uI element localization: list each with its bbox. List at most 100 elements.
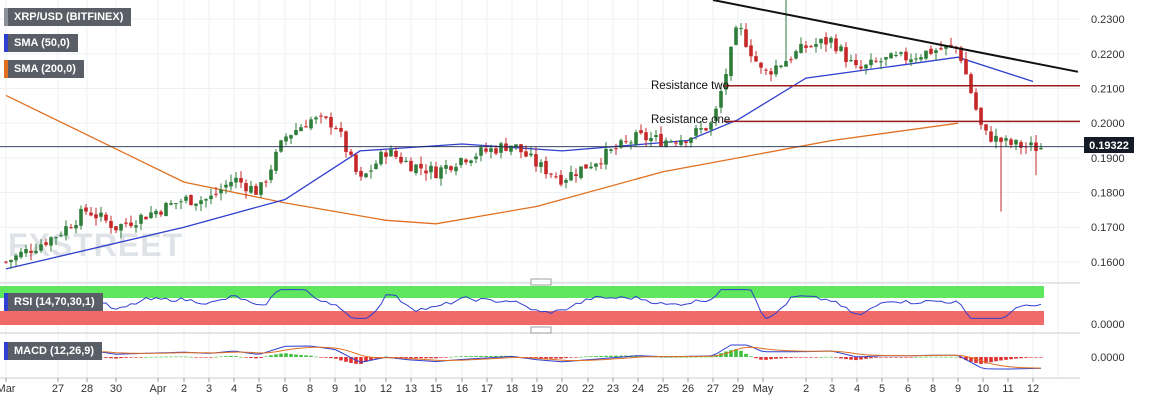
macd-histogram-bar [204,357,208,358]
sma200-line [5,94,959,225]
macd-histogram-bar [574,357,578,358]
legend-rsi[interactable]: RSI (14,70,30,1) [4,293,103,311]
candle-body [899,52,903,54]
candle-body [274,151,278,171]
macd-histogram-bar [729,350,733,357]
candlestick [584,164,588,169]
candle-body [1009,139,1013,145]
candle-body [339,127,343,132]
date-tick-label: 13 [405,383,417,395]
candle-body [994,135,998,142]
macd-histogram-bar [904,357,908,358]
candle-body [394,150,398,157]
macd-histogram-bar [229,355,233,357]
macd-histogram-bar [309,355,313,357]
candle-body [59,235,63,237]
candlestick [544,156,548,179]
candle-body [129,222,133,227]
candlestick [9,259,13,269]
candlestick [94,207,98,226]
candle-body [849,60,853,62]
macd-histogram-bar [324,357,328,358]
candlestick [759,61,763,74]
candlestick [929,45,933,56]
date-tick-label: 26 [682,383,694,395]
date-tick-label: 22 [582,383,594,395]
candle-body [499,143,503,153]
macd-histogram-bar [449,356,453,358]
macd-histogram-bar [489,355,493,357]
legend-sma200[interactable]: SMA (200,0) [4,60,84,78]
candle-body [524,151,528,157]
macd-histogram-bar [414,357,418,359]
rsi-resize-handle[interactable] [530,278,552,286]
date-tick-label: 24 [632,383,644,395]
candle-body [269,169,273,181]
candlestick [374,160,378,170]
macd-histogram-bar [929,356,933,358]
candlestick [294,123,298,136]
price-tick-label: 0.2100 [1091,83,1125,95]
candle-body [669,141,673,143]
candle-body [359,170,363,177]
macd-histogram-bar [854,357,858,361]
candlestick [799,37,803,54]
candle-body [439,167,443,179]
candlestick [574,168,578,183]
candle-body [864,64,868,69]
date-tick-label: 12 [1027,383,1039,395]
rsi-axis-label: 0.0000 [1091,319,1125,331]
candle-body [509,145,513,152]
candle-body [594,163,598,167]
macd-histogram-bar [544,357,548,359]
macd-histogram-bar [844,357,848,360]
macd-histogram-bar [349,357,353,363]
macd-histogram-bar [879,357,883,358]
candle-body [799,43,803,53]
candle-body [379,151,383,165]
legend-macd[interactable]: MACD (12,26,9) [4,342,103,360]
legend-sma50[interactable]: SMA (50,0) [4,34,78,52]
macd-histogram-bar [704,356,708,358]
legend-main[interactable]: XRP/USD (BITFINEX) [4,8,132,26]
macd-histogram-bar [199,357,203,358]
candle-body [814,44,818,47]
candle-body [824,37,828,45]
macd-histogram-bar [129,357,133,358]
macd-histogram-bar [214,356,218,358]
candlestick [124,218,128,228]
macd-histogram-bar [819,356,823,358]
candle-body [259,182,263,195]
candlestick [674,140,678,148]
candle-body [1004,138,1008,141]
candle-body [794,51,798,59]
macd-histogram-bar [804,357,808,358]
candle-body [224,184,228,188]
macd-histogram-bar [964,357,968,361]
macd-histogram-bar [814,357,818,358]
macd-histogram-bar [859,357,863,360]
date-tick-label: Mar [0,383,16,395]
candle-body [679,140,683,145]
macd-histogram-bar [124,357,128,358]
candle-body [549,173,553,175]
macd-histogram-bar [699,356,703,358]
macd-histogram-bar [274,354,278,357]
macd-histogram-bar [984,357,988,364]
macd-histogram-bar [579,356,583,358]
macd-histogram-bar [724,351,728,357]
candlestick [394,147,398,160]
candle-body [254,185,258,195]
candlestick [699,121,703,134]
macd-histogram-bar [434,357,438,359]
macd-resize-handle[interactable] [530,326,552,334]
macd-histogram-bar [994,357,998,362]
candlestick [784,0,788,67]
candlestick [794,49,798,60]
candle-body [234,177,238,183]
macd-histogram-bar [564,357,568,359]
candle-body [624,141,628,143]
candlestick [694,125,698,140]
candle-body [564,179,568,183]
candlestick [669,139,673,143]
